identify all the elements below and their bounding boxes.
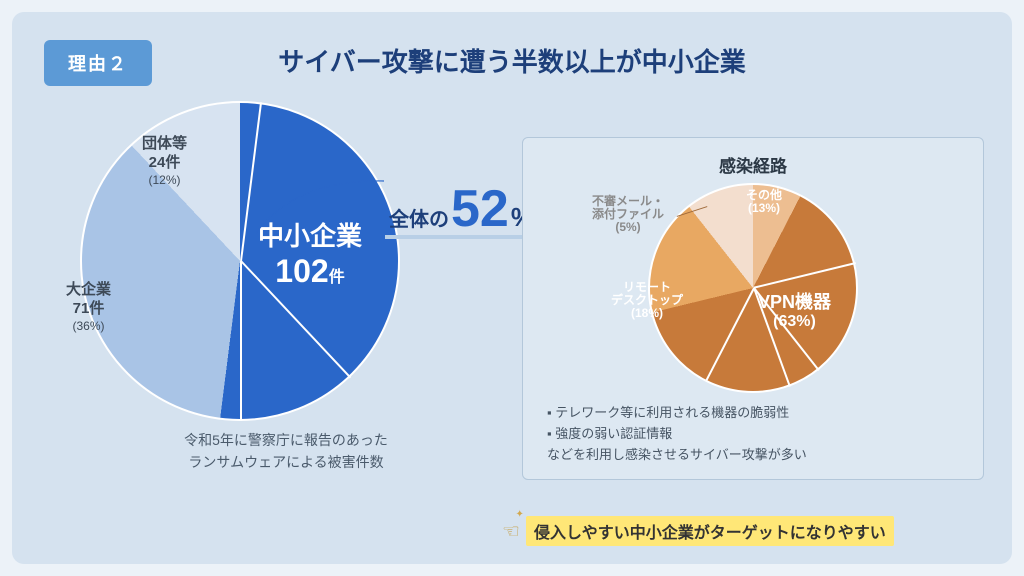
point-icon: ☜ [502,519,520,544]
route-label-mail: 不審メール・添付ファイル (5%) [578,195,678,235]
right-column: 感染経路 VPN機器 (63%) リモートデスクトップ (18%) 不審メール・… [522,101,984,480]
highlight-row: ☜ 侵入しやすい中小企業がターゲットになりやすい [502,516,894,546]
pie-main-value: 102 [275,253,328,289]
content-row: 中小企業 102件 大企業 71件 (36%) 団体等 24件 (12%) [40,101,984,480]
route-label-other: その他 (13%) [746,189,782,215]
pie-main-value-row: 102件 [258,252,362,290]
info-card: 理由２ サイバー攻撃に遭う半数以上が中小企業 中小企業 102件 大企業 71件… [12,12,1012,564]
route-label-rdp: リモートデスクトップ (18%) [602,281,692,321]
pie-main-name: 中小企業 [258,221,362,252]
slice-label-large: 大企業 71件 (36%) [66,281,111,334]
left-column: 中小企業 102件 大企業 71件 (36%) 団体等 24件 (12%) [40,101,502,480]
card-title: サイバー攻撃に遭う半数以上が中小企業 [40,42,984,79]
route-bullets: ▪ テレワーク等に利用される機器の脆弱性 ▪ 強度の弱い認証情報 などを利用し感… [543,403,963,465]
slice-label-groups: 団体等 24件 (12%) [142,135,187,188]
left-pie-wrap: 中小企業 102件 大企業 71件 (36%) 団体等 24件 (12%) [80,101,400,421]
route-pie-wrap: VPN機器 (63%) リモートデスクトップ (18%) 不審メール・添付ファイ… [648,183,858,393]
left-caption: 令和5年に警察庁に報告のあった ランサムウェアによる被害件数 [70,429,502,474]
highlight-text: 侵入しやすい中小企業がターゲットになりやすい [526,516,894,546]
callout-big: 52 [451,183,509,235]
caption-line2: ランサムウェアによる被害件数 [188,454,383,470]
reason-badge: 理由２ [44,40,152,86]
pie-main-unit: 件 [329,269,345,286]
bullet-tail: などを利用し感染させるサイバー攻撃が多い [547,445,963,466]
callout-52pct: 全体の 52 % [385,183,540,239]
callout-pre: 全体の [389,203,449,232]
route-label-vpn: VPN機器 (63%) [758,293,831,330]
rbox-title: 感染経路 [543,152,963,177]
caption-line1: 令和5年に警察庁に報告のあった [184,432,388,448]
bullet-2: ▪ 強度の弱い認証情報 [547,424,963,445]
infection-route-box: 感染経路 VPN機器 (63%) リモートデスクトップ (18%) 不審メール・… [522,137,984,480]
bullet-1: ▪ テレワーク等に利用される機器の脆弱性 [547,403,963,424]
pie-main-label: 中小企業 102件 [258,221,362,291]
